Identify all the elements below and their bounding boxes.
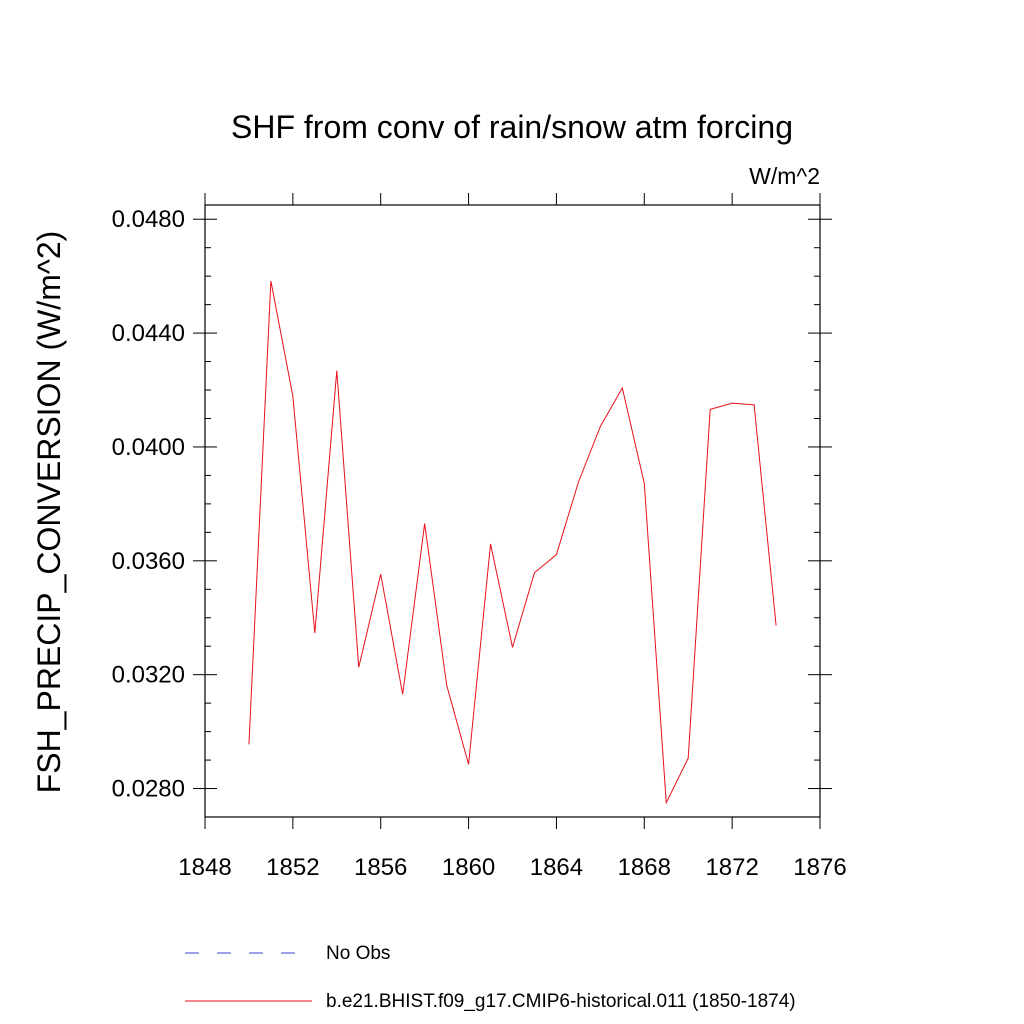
x-tick-label: 1852 — [266, 854, 319, 881]
legend-label-no-obs: No Obs — [326, 943, 390, 964]
series-lines — [248, 280, 777, 805]
x-tick-label: 1876 — [793, 854, 846, 881]
y-tick-label: 0.0320 — [112, 662, 185, 689]
legend-label-model: b.e21.BHIST.f09_g17.CMIP6-historical.011… — [326, 991, 796, 1012]
x-tick-label: 1868 — [618, 854, 671, 881]
y-tick-label: 0.0360 — [112, 548, 185, 575]
y-tick-label: 0.0480 — [112, 206, 185, 233]
x-tick-label: 1856 — [354, 854, 407, 881]
x-tick-label: 1848 — [178, 854, 231, 881]
x-tick-label: 1864 — [530, 854, 583, 881]
x-tick-label: 1872 — [705, 854, 758, 881]
units-label: W/m^2 — [749, 163, 820, 189]
axis-ticks — [193, 193, 832, 829]
y-tick-label: 0.0280 — [112, 776, 185, 803]
chart-title: SHF from conv of rain/snow atm forcing — [231, 109, 793, 145]
axis-tick-labels: 1848 1852 1856 1860 1864 1868 1872 1876 0.0280 0.… — [112, 206, 847, 881]
x-tick-label: 1860 — [442, 854, 495, 881]
series-line-0 — [248, 280, 777, 805]
y-tick-label: 0.0400 — [112, 434, 185, 461]
plot-frame — [204, 204, 821, 818]
legend: No Obs b.e21.BHIST.f09_g17.CMIP6-histori… — [185, 943, 796, 1012]
y-axis-label: FSH_PRECIP_CONVERSION (W/m^2) — [31, 231, 67, 794]
y-tick-label: 0.0440 — [112, 320, 185, 347]
